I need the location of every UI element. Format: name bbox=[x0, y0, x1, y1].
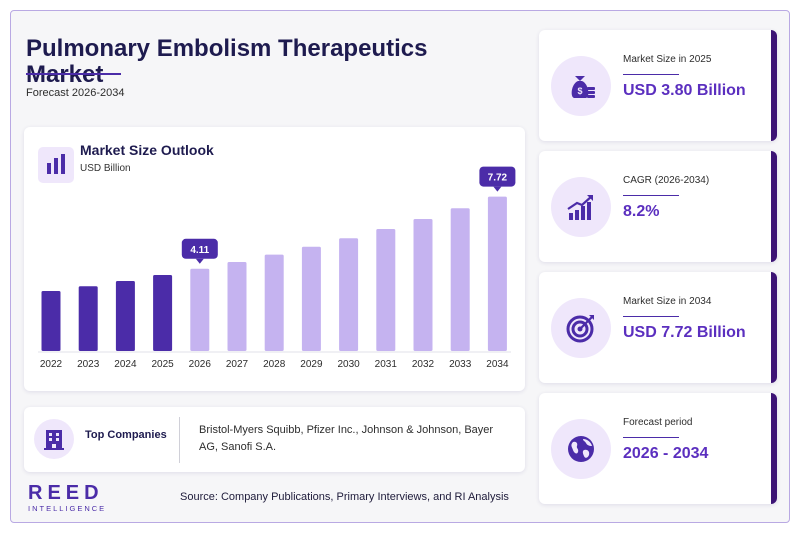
target-icon bbox=[551, 298, 611, 358]
kpi-card-forecast-period: Forecast period 2026 - 2034 bbox=[539, 393, 777, 504]
bar-2022 bbox=[41, 291, 61, 351]
x-tick-label: 2025 bbox=[151, 359, 174, 370]
callout-label: 7.72 bbox=[488, 173, 508, 184]
x-tick-label: 2029 bbox=[300, 359, 323, 370]
logo-tagline: INTELLIGENCE bbox=[28, 504, 107, 513]
growth-chart-icon bbox=[551, 177, 611, 237]
x-tick-label: 2027 bbox=[226, 359, 249, 370]
reed-intelligence-logo: REED INTELLIGENCE bbox=[28, 482, 128, 514]
kpi-card-cagr: CAGR (2026-2034) 8.2% bbox=[539, 151, 777, 262]
x-tick-label: 2033 bbox=[449, 359, 472, 370]
bar-2026 bbox=[190, 268, 210, 351]
chart-title: Market Size Outlook bbox=[80, 142, 214, 158]
x-tick-label: 2032 bbox=[412, 359, 435, 370]
x-tick-label: 2026 bbox=[189, 359, 212, 370]
kpi-card-market-size-2034: Market Size in 2034 USD 7.72 Billion bbox=[539, 272, 777, 383]
kpi-value: 2026 - 2034 bbox=[623, 445, 709, 462]
kpi-label: Market Size in 2034 bbox=[623, 296, 712, 307]
bar-2029 bbox=[301, 246, 321, 351]
page-title: Pulmonary Embolism Therapeutics Market bbox=[26, 35, 428, 88]
x-tick-label: 2023 bbox=[77, 359, 100, 370]
bar-2024 bbox=[115, 281, 135, 351]
callout-label: 4.11 bbox=[190, 245, 209, 256]
title-underline bbox=[26, 73, 121, 75]
kpi-label: CAGR (2026-2034) bbox=[623, 175, 710, 186]
bar-2030 bbox=[339, 238, 359, 351]
kpi-divider bbox=[623, 195, 679, 196]
logo-wordmark: REED bbox=[28, 482, 104, 504]
kpi-divider bbox=[623, 437, 679, 438]
top-companies-label: Top Companies bbox=[85, 429, 167, 441]
chart-unit: USD Billion bbox=[80, 163, 131, 174]
kpi-value: USD 7.72 Billion bbox=[623, 324, 746, 341]
kpi-value: USD 3.80 Billion bbox=[623, 82, 746, 99]
value-callout-2034: 7.72 bbox=[479, 166, 516, 192]
bar-2032 bbox=[413, 219, 433, 351]
bar-2033 bbox=[450, 208, 470, 351]
value-callout-2026: 4.11 bbox=[181, 238, 218, 264]
source-note: Source: Company Publications, Primary In… bbox=[180, 491, 509, 503]
x-tick-label: 2031 bbox=[375, 359, 398, 370]
page-subtitle: Forecast 2026-2034 bbox=[26, 87, 125, 99]
bar-2025 bbox=[153, 275, 173, 351]
bar-chart: 2022 2023 2024 2025 2026 2027 2028 2029 2030 2031… bbox=[38, 166, 516, 370]
top-companies-card: Top Companies Bristol-Myers Squibb, Pfiz… bbox=[24, 407, 525, 472]
bar-2023 bbox=[78, 286, 98, 351]
bar-2027 bbox=[227, 262, 247, 351]
x-tick-label: 2034 bbox=[486, 359, 509, 370]
x-tick-label: 2024 bbox=[114, 359, 137, 370]
kpi-divider bbox=[623, 316, 679, 317]
x-tick-label: 2022 bbox=[40, 359, 63, 370]
x-tick-label: 2028 bbox=[263, 359, 286, 370]
kpi-value: 8.2% bbox=[623, 203, 660, 220]
globe-icon bbox=[551, 419, 611, 479]
money-bag-icon: $ bbox=[551, 56, 611, 116]
kpi-card-market-size-2025: $ Market Size in 2025 USD 3.80 Billion bbox=[539, 30, 777, 141]
x-tick-label: 2030 bbox=[337, 359, 360, 370]
bar-2031 bbox=[376, 229, 396, 351]
svg-text:$: $ bbox=[577, 86, 582, 96]
bar-2034 bbox=[487, 196, 507, 351]
bar-2028 bbox=[264, 254, 284, 351]
building-icon bbox=[34, 419, 74, 459]
market-size-chart-card: Market Size Outlook USD Billion 2022 2023… bbox=[24, 127, 525, 391]
kpi-label: Forecast period bbox=[623, 417, 693, 428]
kpi-divider bbox=[623, 74, 679, 75]
top-companies-list: Bristol-Myers Squibb, Pfizer Inc., Johns… bbox=[199, 424, 494, 453]
kpi-label: Market Size in 2025 bbox=[623, 54, 712, 65]
companies-divider bbox=[179, 417, 180, 463]
bar-chart-icon bbox=[38, 147, 74, 183]
